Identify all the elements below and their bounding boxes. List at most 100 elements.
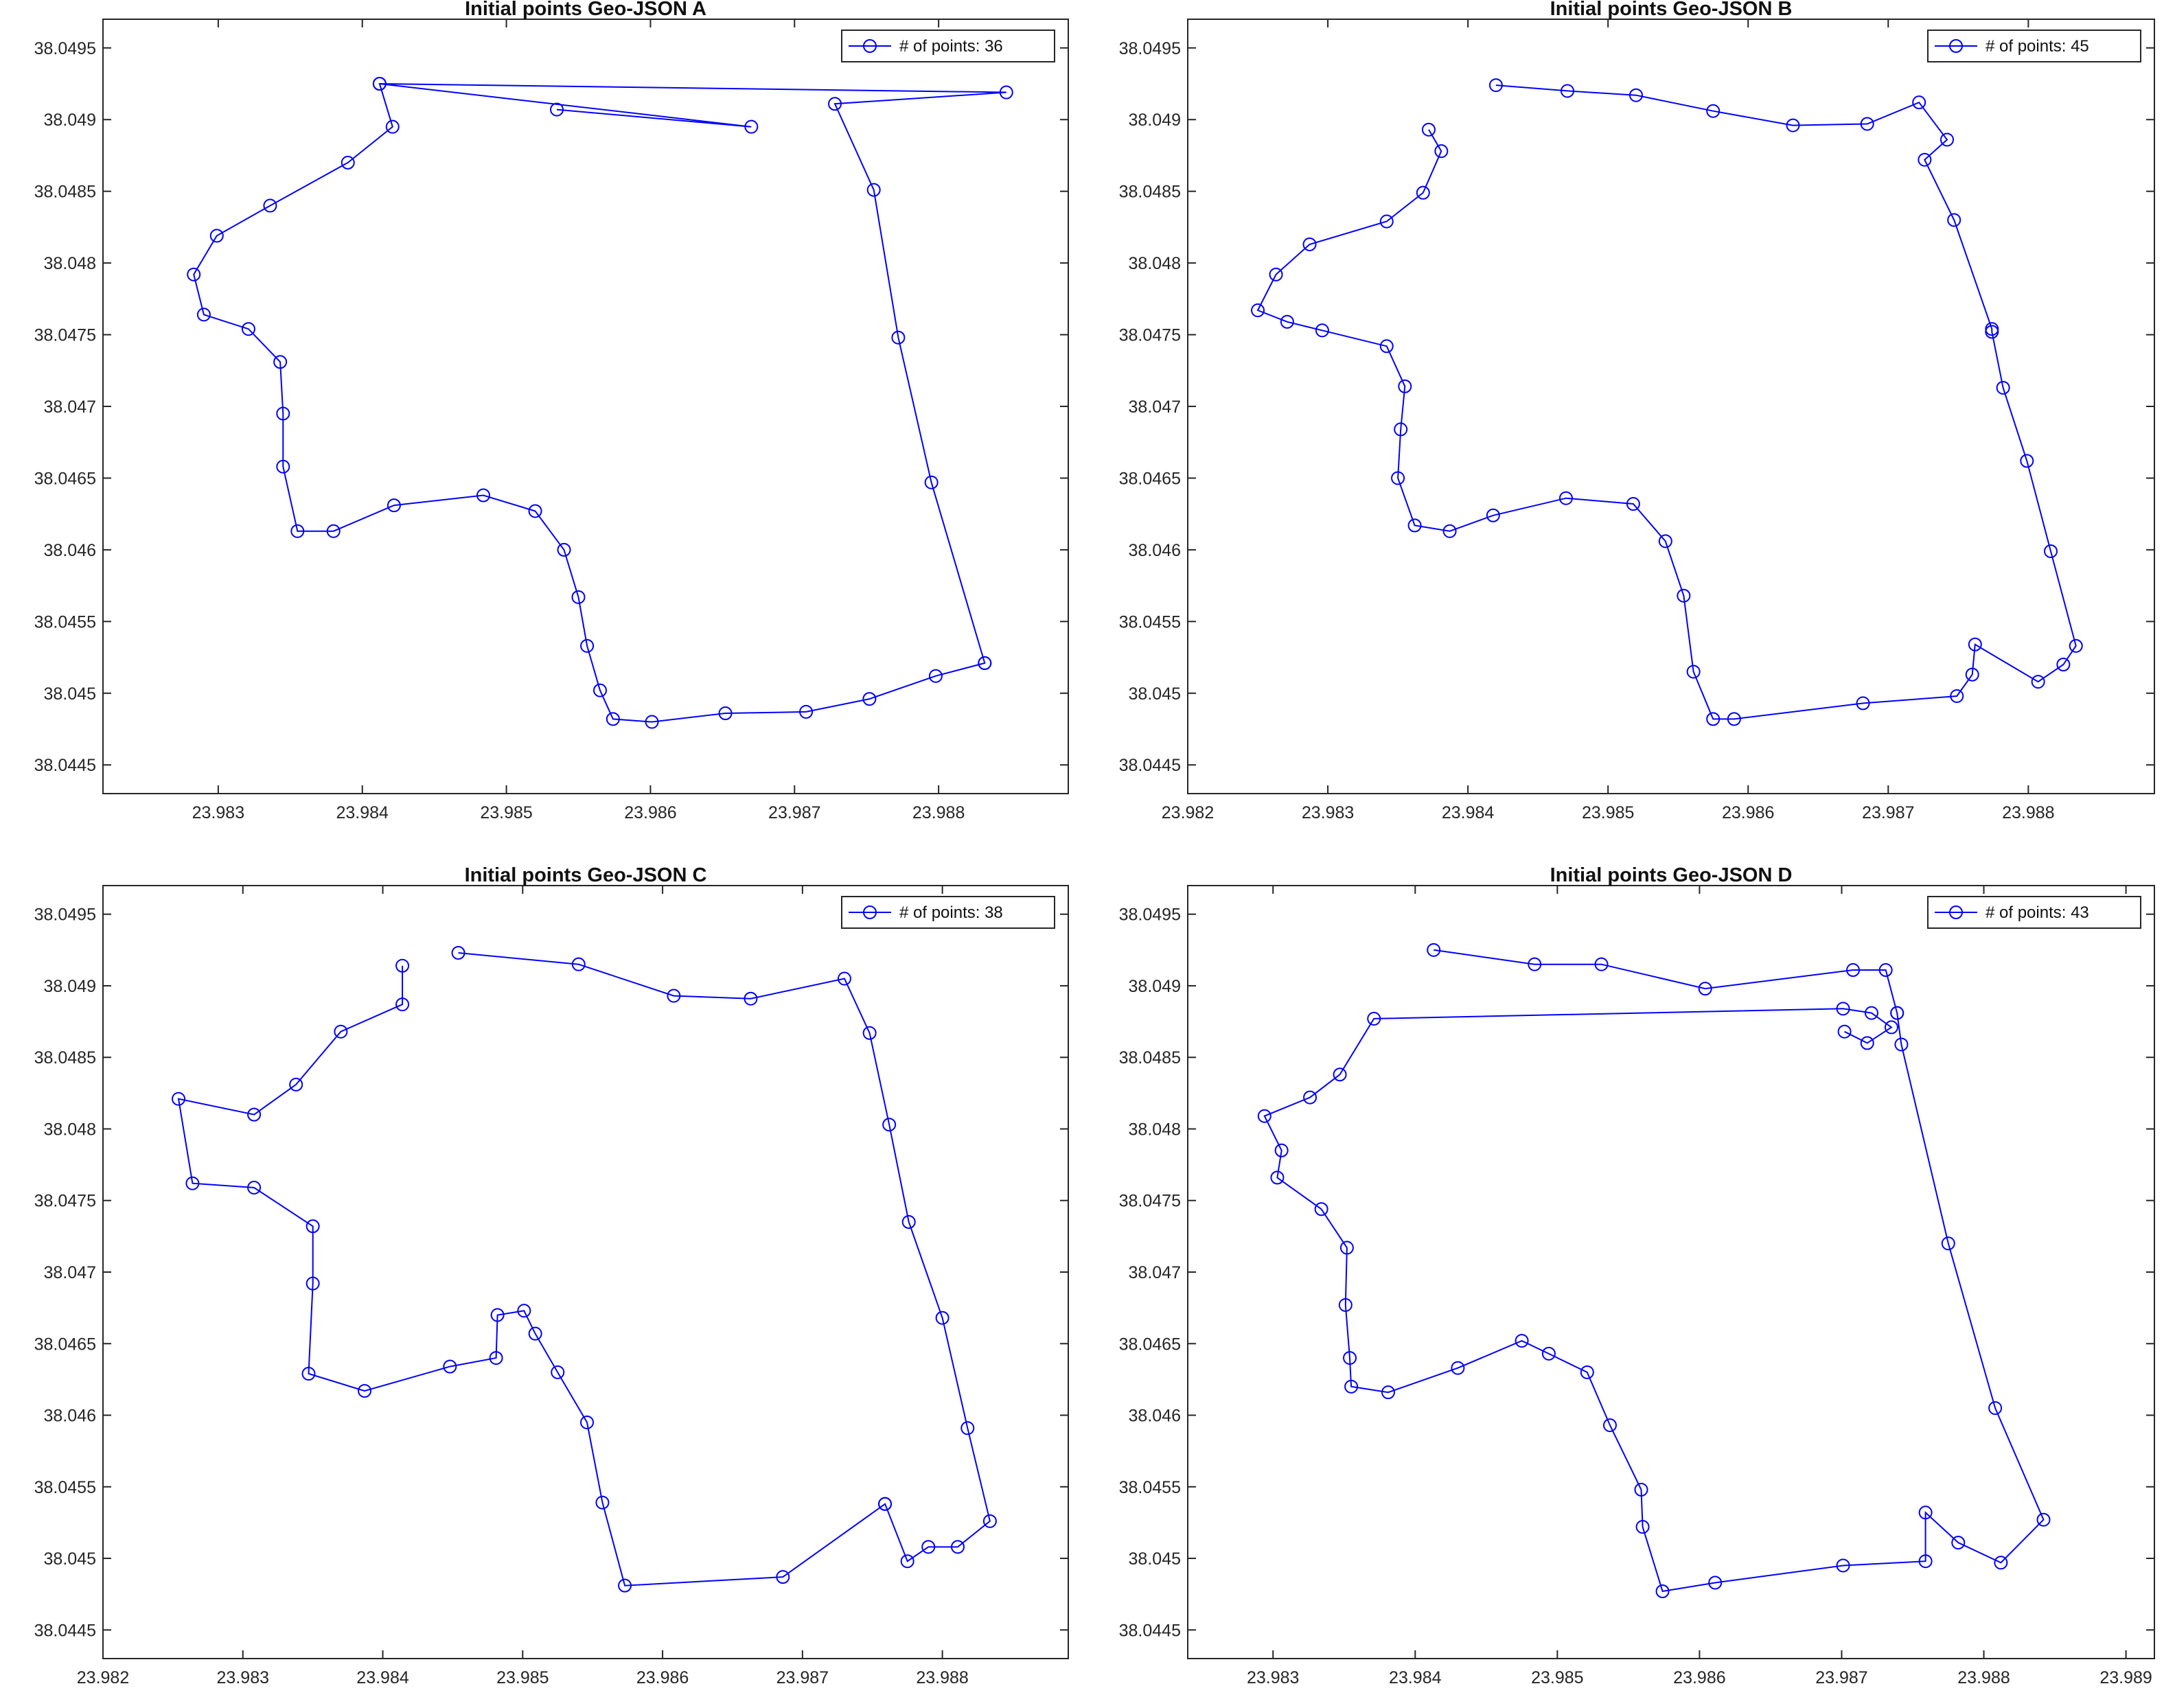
data-point [1860,1036,1874,1050]
data-point [241,322,255,336]
chart-panel-1: Initial points Geo-JSON A 23.983 23.984 23.… [34,0,1069,822]
x-tick-label: 23.988 [912,803,965,822]
legend-marker [863,905,877,919]
data-point [276,459,290,474]
y-tick-label: 38.0465 [1119,1335,1181,1354]
data-point [776,1570,790,1584]
chart-panel-3: Initial points Geo-JSON C 23.982 23.983 23.… [34,864,1069,1687]
x-tick-label: 23.987 [1862,803,1914,822]
y-tick-label: 38.048 [1129,254,1181,273]
x-tick-label: 23.986 [624,803,676,822]
data-point [828,97,842,111]
data-point [1706,712,1721,726]
data-point [960,1421,975,1435]
data-point [263,198,277,213]
data-point [1451,1361,1465,1375]
data-point [1836,1002,1850,1016]
data-point [1367,1011,1381,1026]
series-line [1256,84,2077,720]
data-point [490,1308,505,1322]
data-point [924,475,939,489]
data-point [1912,95,1926,110]
data-point [489,1351,503,1365]
data-point [1706,104,1721,118]
x-tick-label: 23.983 [192,803,244,822]
x-tick-label: 23.985 [1531,1668,1583,1687]
data-point [1315,323,1329,338]
data-point [862,1026,877,1040]
x-tick-label: 23.983 [217,1668,269,1687]
data-point [921,1540,936,1554]
y-tick-label: 38.0445 [34,756,96,775]
data-point [387,498,401,513]
y-tick-label: 38.048 [1129,1120,1181,1139]
data-point [862,692,877,706]
data-point [1344,1379,1359,1394]
y-tick-label: 38.0475 [1119,1192,1181,1211]
data-point [1940,132,1954,147]
data-point [618,1578,632,1593]
data-point [1486,508,1500,522]
data-point [306,1219,320,1234]
data-point [2036,1512,2051,1527]
x-tick-label: 23.982 [1162,803,1214,822]
data-point [1996,380,2010,395]
data-point [341,155,355,170]
data-point [1994,1556,2008,1570]
data-point [1658,534,1672,549]
data-point [1541,1346,1556,1361]
x-tick-label: 23.986 [1722,803,1774,822]
data-point [606,712,620,726]
data-point [595,1495,610,1510]
y-tick-label: 38.0485 [34,1048,96,1068]
data-point [1398,379,1412,393]
data-point [1941,1236,1955,1251]
y-tick-label: 38.049 [1129,977,1181,996]
data-point [1580,1365,1594,1379]
x-tick-label: 23.984 [1389,1668,1442,1687]
data-point [517,1304,531,1318]
data-point [1864,1006,1878,1020]
y-tick-label: 38.0445 [34,1621,96,1640]
data-point [528,504,542,518]
data-point [326,524,341,538]
data-point [528,1326,542,1341]
data-point [1379,339,1394,354]
data-point [1837,1024,1852,1039]
data-point [476,488,491,503]
y-tick-label: 38.0495 [1119,39,1181,58]
axes-box [1187,885,2155,1659]
data-point [1988,1401,2003,1416]
data-point [1394,422,1408,437]
data-point [1381,1385,1395,1400]
y-tick-label: 38.048 [44,1120,96,1139]
x-tick-label: 23.985 [480,803,532,822]
data-point [172,1092,186,1106]
chart-title: Initial points Geo-JSON A [465,0,706,20]
data-point [1950,689,1964,703]
x-tick-label: 23.987 [776,1668,829,1687]
data-point [1890,1006,1904,1020]
data-point [301,1367,316,1381]
data-point [372,77,387,91]
data-point [1634,1482,1648,1497]
y-tick-label: 38.0455 [1119,612,1181,632]
data-point [1338,1297,1353,1312]
data-point [1655,1584,1670,1598]
data-point [866,183,881,197]
data-point [1407,518,1422,533]
data-point [1269,267,1283,281]
data-point [247,1180,262,1195]
data-point [1626,497,1640,511]
y-tick-label: 38.049 [1129,111,1181,130]
x-tick-label: 23.988 [916,1668,968,1687]
y-tick-label: 38.046 [44,1407,96,1426]
data-point [1379,214,1394,229]
data-point [385,119,400,134]
y-tick-label: 38.045 [44,684,96,704]
x-tick-label: 23.985 [496,1668,549,1687]
data-point [1558,491,1573,505]
x-tick-label: 23.982 [77,1668,129,1687]
y-tick-label: 38.0485 [1119,183,1181,202]
y-tick-label: 38.0495 [1119,905,1181,925]
